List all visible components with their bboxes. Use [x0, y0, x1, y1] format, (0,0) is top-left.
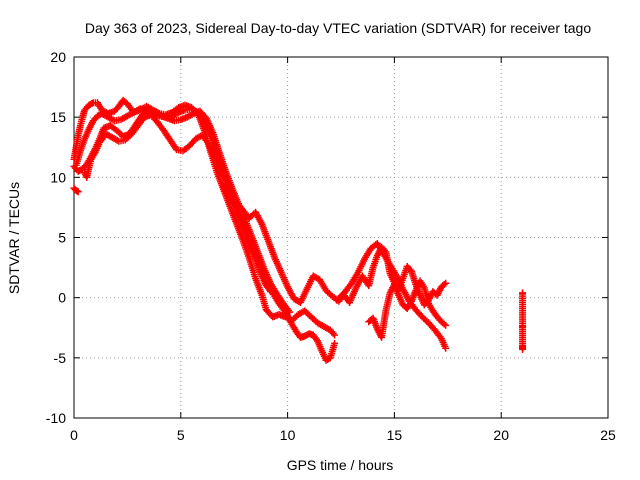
satellite-track-b-point [331, 339, 339, 347]
data-points [70, 96, 527, 364]
x-tick-label: 5 [177, 427, 185, 443]
y-tick-label: -5 [54, 350, 67, 366]
y-tick-label: 0 [58, 290, 66, 306]
axes: 0 5 10 15 20 25 -10 -5 0 5 10 15 20 [46, 49, 616, 443]
y-axis-label: SDTVAR / TECUs [6, 182, 22, 294]
x-tick-label: 20 [493, 427, 509, 443]
x-axis-label: GPS time / hours [287, 457, 394, 473]
satellite-track-d-point [267, 288, 275, 296]
satellite-track-c-point [286, 308, 294, 316]
satellite-track-g-point [440, 320, 448, 328]
y-tick-label: 10 [50, 169, 66, 185]
x-tick-label: 25 [600, 427, 616, 443]
y-tick-label: 5 [58, 230, 66, 246]
isolated-points-21h-point [519, 345, 527, 353]
satellite-track-e-point [442, 344, 450, 352]
x-tick-label: 10 [280, 427, 296, 443]
satellite-track-f-point [440, 280, 448, 288]
y-tick-label: -10 [46, 410, 66, 426]
y-tick-label: 20 [50, 49, 66, 65]
satellite-track-f-point [442, 279, 450, 287]
grid [74, 57, 608, 418]
x-tick-label: 15 [387, 427, 403, 443]
x-tick-label: 0 [70, 427, 78, 443]
satellite-track-a-point [331, 331, 339, 339]
satellite-track-a-point [88, 100, 96, 108]
plot-frame [73, 56, 609, 419]
y-tick-label: 15 [50, 109, 66, 125]
isolated-points-start-point [74, 188, 82, 196]
chart-title: Day 363 of 2023, Sidereal Day-to-day VTE… [85, 20, 592, 36]
satellite-track-g-point [442, 321, 450, 329]
